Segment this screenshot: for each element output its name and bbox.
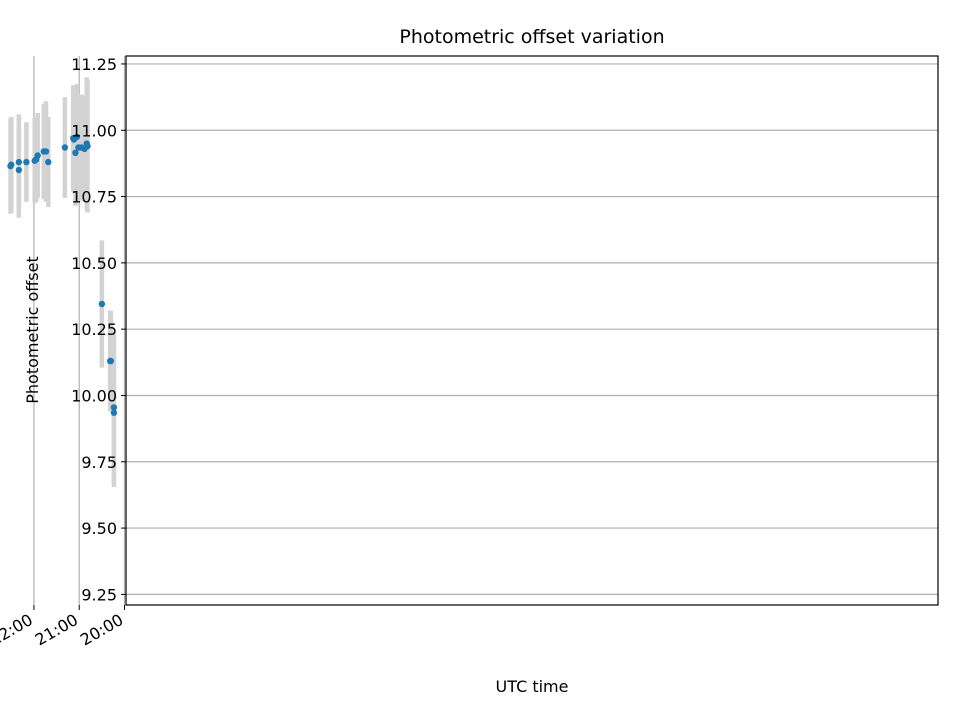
y-tick-label: 10.50	[71, 254, 117, 273]
data-point	[98, 300, 106, 308]
x-axis-label: UTC time	[496, 677, 569, 696]
y-tick-label: 9.75	[81, 453, 117, 472]
y-tick-label: 10.00	[71, 386, 117, 405]
x-tick-label: 22:00	[0, 610, 36, 650]
x-tick-label: 20:00	[77, 610, 126, 650]
data-point	[110, 404, 118, 411]
data-point	[40, 148, 47, 155]
y-axis-label: Photometric offset	[23, 256, 42, 404]
data-point	[83, 140, 90, 147]
data-point	[45, 158, 52, 166]
data-point	[23, 158, 30, 166]
data-point	[61, 144, 69, 151]
y-axis-ticks: 9.25 9.50 9.75 10.00 10.25 10.50 10.75 11.00 11.…	[71, 55, 126, 604]
data-point	[106, 357, 114, 365]
x-tick-label: 21:00	[32, 610, 81, 650]
y-tick-label: 9.50	[81, 519, 117, 538]
data-point	[15, 166, 23, 174]
y-tick-label: 9.25	[81, 585, 117, 604]
data-point	[110, 409, 118, 416]
y-tick-label: 11.00	[71, 121, 117, 140]
data-point	[72, 149, 79, 157]
y-tick-label: 10.75	[71, 188, 117, 207]
chart-title: Photometric offset variation	[399, 26, 664, 48]
plot-frame	[125, 55, 939, 606]
y-tick-label: 10.25	[71, 320, 117, 339]
data-point	[69, 135, 77, 142]
y-tick-label: 11.25	[71, 55, 117, 74]
data-point	[31, 157, 38, 164]
data-point	[75, 144, 82, 151]
data-point	[7, 162, 14, 170]
data-point	[15, 158, 23, 166]
grid-lines	[33, 56, 938, 605]
data-points	[7, 133, 118, 416]
